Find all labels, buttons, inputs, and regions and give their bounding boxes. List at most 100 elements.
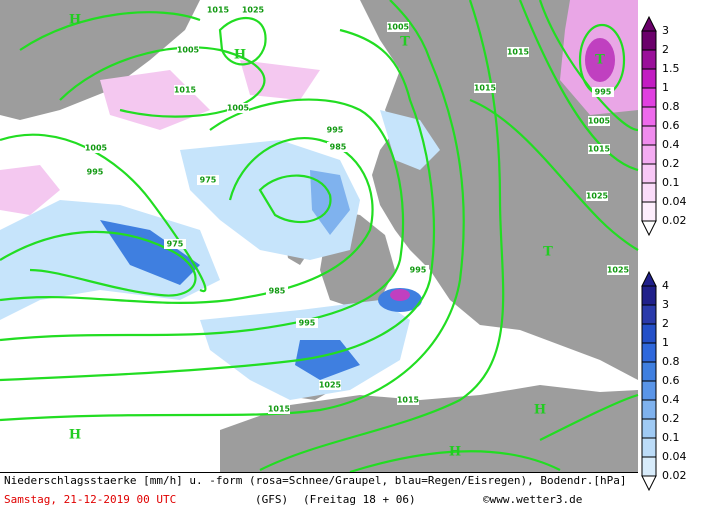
legend-swatch [641,285,657,306]
legend-label: 0.2 [662,157,680,170]
legend-label: 0.2 [662,412,680,425]
legend-label: 3 [662,24,669,37]
pressure-label-bg [296,318,318,328]
pressure-label-bg [588,116,610,126]
pressure-label: 1015 [474,84,497,93]
pressure-center: H [449,445,461,460]
legend-swatch [641,87,657,108]
pressure-label: 1015 [207,6,230,15]
legend-label: 0.8 [662,355,680,368]
legend-swatch [641,361,657,382]
legend-swatch [641,201,657,222]
legend-label: 0.1 [662,176,680,189]
pressure-label-bg [174,85,196,95]
legend-swatch [641,106,657,127]
pressure-label: 1015 [174,86,197,95]
footer-model: (GFS) [255,493,288,506]
pressure-label-bg [85,143,107,153]
pressure-center: H [234,48,246,63]
legend-label: 0.8 [662,100,680,113]
pressure-label-bg [607,265,629,275]
pressure-label-bg [319,380,341,390]
legend-swatch [641,30,657,51]
pressure-center: H [69,13,81,28]
legend-label: 2 [662,43,669,56]
legend-swatch [641,49,657,70]
pressure-label: 1005 [588,117,611,126]
legend-label: 0.04 [662,195,687,208]
legend-swatch [641,380,657,401]
pressure-label: 1005 [227,104,250,113]
pressure-label-bg [242,5,264,15]
footer-bg [0,472,638,513]
isobars [0,0,639,474]
pressure-label-bg [586,191,608,201]
pressure-center: T [400,35,410,50]
pressure-label-bg [387,22,409,32]
legend-swatch [641,304,657,325]
pressure-label: 1025 [319,381,342,390]
pressure-center: H [69,428,81,443]
pressure-label: 1025 [242,6,265,15]
pressure-label-bg [407,265,429,275]
legend-swatch [641,399,657,420]
legend-swatch [641,342,657,363]
pressure-label: 975 [167,240,184,249]
pressure-label-bg [164,239,186,249]
pressure-label: 995 [87,168,104,177]
legend-swatch [641,163,657,184]
pressure-label-bg [507,47,529,57]
footer-run: (Freitag 18 + 06) [303,493,416,506]
pressure-label-bg [474,83,496,93]
pressure-label: 995 [410,266,427,275]
footer-description: Niederschlagsstaerke [mm/h] u. -form (ro… [4,474,627,487]
pressure-label: 995 [327,126,344,135]
legend-label: 0.04 [662,450,687,463]
pressure-label: 985 [269,287,286,296]
legend-label: 3 [662,298,669,311]
legend-label: 0.4 [662,393,680,406]
pressure-label: 1015 [397,396,420,405]
pressure-label: 985 [330,143,347,152]
legend-arrow [641,475,657,492]
pressure-label-bg [227,103,249,113]
pressure-label-bg [177,45,199,55]
pressure-label: 1025 [607,266,630,275]
precip-rain [0,110,440,400]
legend-swatch [641,418,657,439]
legend-label: 1 [662,336,669,349]
legend-label: 0.4 [662,138,680,151]
pressure-label-bg [397,395,419,405]
legend-label: 1 [662,81,669,94]
pressure-label: 995 [595,88,612,97]
legend-label: 0.6 [662,374,680,387]
legend-swatch [641,68,657,89]
legend-label: 0.1 [662,431,680,444]
legend-swatch [641,437,657,458]
pressure-label-bg [207,5,229,15]
pressure-center: H [534,403,546,418]
legend-arrow [641,220,657,237]
pressure-label: 1005 [85,144,108,153]
pressure-label-bg [324,125,346,135]
footer-copyright: ©www.wetter3.de [483,493,582,506]
pressure-label: 995 [299,319,316,328]
pressure-label: 1015 [507,48,530,57]
legend-arrow [641,15,657,32]
legend-swatch [641,182,657,203]
pressure-label: 1005 [177,46,200,55]
pressure-label-bg [327,142,349,152]
pressure-label-bg [592,87,614,97]
legend-label: 0.6 [662,119,680,132]
pressure-label-bg [197,175,219,185]
pressure-label: 1025 [586,192,609,201]
legend-label: 2 [662,317,669,330]
footer-date: Samstag, 21-12-2019 00 UTC [4,493,176,506]
legend-label: 4 [662,279,669,292]
pressure-label: 1015 [588,145,611,154]
pressure-label-bg [268,404,290,414]
legend-swatch [641,144,657,165]
pressure-label: 1015 [268,405,291,414]
